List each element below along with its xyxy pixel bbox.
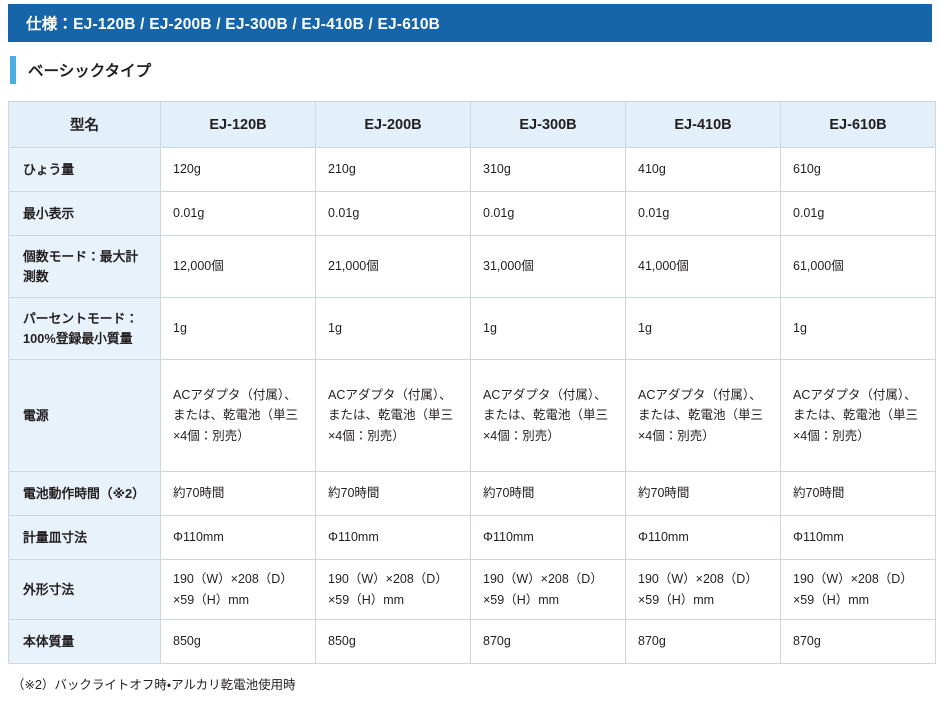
row-label-power-supply: 電源 [8,359,161,472]
cell-battery-life-ej-300b: 約70時間 [470,471,626,516]
cell-power-supply-ej-200b: ACアダプタ（付属）、または、乾電池（単三×4個：別売） [315,359,471,472]
table-row: 本体質量 850g 850g 870g 870g 870g [8,619,936,664]
cell-min-display-ej-120b: 0.01g [160,191,316,236]
cell-battery-life-ej-410b: 約70時間 [625,471,781,516]
cell-min-display-ej-300b: 0.01g [470,191,626,236]
cell-power-supply-ej-120b: ACアダプタ（付属）、または、乾電池（単三×4個：別売） [160,359,316,472]
column-header-ej-610b: EJ-610B [780,101,936,148]
cell-battery-life-ej-120b: 約70時間 [160,471,316,516]
column-header-ej-410b: EJ-410B [625,101,781,148]
table-header-row: 型名 EJ-120B EJ-200B EJ-300B EJ-410B EJ-61… [8,101,936,148]
cell-power-supply-ej-610b: ACアダプタ（付属）、または、乾電池（単三×4個：別売） [780,359,936,472]
table-row: 電源 ACアダプタ（付属）、または、乾電池（単三×4個：別売） ACアダプタ（付… [8,359,936,472]
cell-body-mass-ej-200b: 850g [315,619,471,664]
cell-capacity-ej-610b: 610g [780,147,936,192]
cell-pan-size-ej-200b: Φ110mm [315,515,471,560]
table-row: 外形寸法 190（W）×208（D）×59（H）mm 190（W）×208（D）… [8,559,936,620]
footnote-text: （※2）バックライトオフ時・アルカリ乾電池使用時 [12,678,296,692]
cell-percent-mode-ej-300b: 1g [470,297,626,360]
cell-count-mode-ej-120b: 12,000個 [160,235,316,298]
cell-count-mode-ej-610b: 61,000個 [780,235,936,298]
section-heading-label: ベーシックタイプ [28,63,152,80]
row-label-dimensions: 外形寸法 [8,559,161,620]
cell-dimensions-ej-410b: 190（W）×208（D）×59（H）mm [625,559,781,620]
table-row: パーセントモード：100%登録最小質量 1g 1g 1g 1g 1g [8,297,936,360]
column-header-ej-300b: EJ-300B [470,101,626,148]
spec-table: 型名 EJ-120B EJ-200B EJ-300B EJ-410B EJ-61… [8,101,936,664]
table-row: 最小表示 0.01g 0.01g 0.01g 0.01g 0.01g [8,191,936,236]
cell-count-mode-ej-410b: 41,000個 [625,235,781,298]
cell-percent-mode-ej-200b: 1g [315,297,471,360]
spec-table-container: 型名 EJ-120B EJ-200B EJ-300B EJ-410B EJ-61… [8,101,936,664]
cell-battery-life-ej-610b: 約70時間 [780,471,936,516]
row-label-min-display: 最小表示 [8,191,161,236]
cell-capacity-ej-200b: 210g [315,147,471,192]
cell-min-display-ej-200b: 0.01g [315,191,471,236]
row-label-pan-size: 計量皿寸法 [8,515,161,560]
table-row: ひょう量 120g 210g 310g 410g 610g [8,147,936,192]
cell-min-display-ej-410b: 0.01g [625,191,781,236]
column-header-ej-120b: EJ-120B [160,101,316,148]
cell-percent-mode-ej-610b: 1g [780,297,936,360]
cell-count-mode-ej-300b: 31,000個 [470,235,626,298]
cell-pan-size-ej-120b: Φ110mm [160,515,316,560]
cell-pan-size-ej-610b: Φ110mm [780,515,936,560]
cell-power-supply-ej-300b: ACアダプタ（付属）、または、乾電池（単三×4個：別売） [470,359,626,472]
cell-dimensions-ej-200b: 190（W）×208（D）×59（H）mm [315,559,471,620]
cell-dimensions-ej-300b: 190（W）×208（D）×59（H）mm [470,559,626,620]
cell-battery-life-ej-200b: 約70時間 [315,471,471,516]
row-label-body-mass: 本体質量 [8,619,161,664]
cell-percent-mode-ej-120b: 1g [160,297,316,360]
page-title: 仕様：EJ-120B / EJ-200B / EJ-300B / EJ-410B… [26,16,441,33]
accent-bar-icon [10,56,16,84]
column-header-ej-200b: EJ-200B [315,101,471,148]
column-header-model-name: 型名 [8,101,161,148]
cell-pan-size-ej-300b: Φ110mm [470,515,626,560]
cell-count-mode-ej-200b: 21,000個 [315,235,471,298]
section-heading: ベーシックタイプ [10,55,151,85]
row-label-percent-mode: パーセントモード：100%登録最小質量 [8,297,161,360]
cell-min-display-ej-610b: 0.01g [780,191,936,236]
cell-capacity-ej-300b: 310g [470,147,626,192]
cell-body-mass-ej-610b: 870g [780,619,936,664]
cell-body-mass-ej-300b: 870g [470,619,626,664]
cell-capacity-ej-410b: 410g [625,147,781,192]
cell-power-supply-ej-410b: ACアダプタ（付属）、または、乾電池（単三×4個：別売） [625,359,781,472]
page-title-bar: 仕様：EJ-120B / EJ-200B / EJ-300B / EJ-410B… [8,4,932,42]
row-label-count-mode: 個数モード：最大計測数 [8,235,161,298]
cell-dimensions-ej-120b: 190（W）×208（D）×59（H）mm [160,559,316,620]
table-row: 計量皿寸法 Φ110mm Φ110mm Φ110mm Φ110mm Φ110mm [8,515,936,560]
cell-pan-size-ej-410b: Φ110mm [625,515,781,560]
cell-dimensions-ej-610b: 190（W）×208（D）×59（H）mm [780,559,936,620]
table-row: 個数モード：最大計測数 12,000個 21,000個 31,000個 41,0… [8,235,936,298]
table-row: 電池動作時間（※2） 約70時間 約70時間 約70時間 約70時間 約70時間 [8,471,936,516]
cell-body-mass-ej-120b: 850g [160,619,316,664]
row-label-capacity: ひょう量 [8,147,161,192]
cell-body-mass-ej-410b: 870g [625,619,781,664]
cell-capacity-ej-120b: 120g [160,147,316,192]
cell-percent-mode-ej-410b: 1g [625,297,781,360]
row-label-battery-life: 電池動作時間（※2） [8,471,161,516]
